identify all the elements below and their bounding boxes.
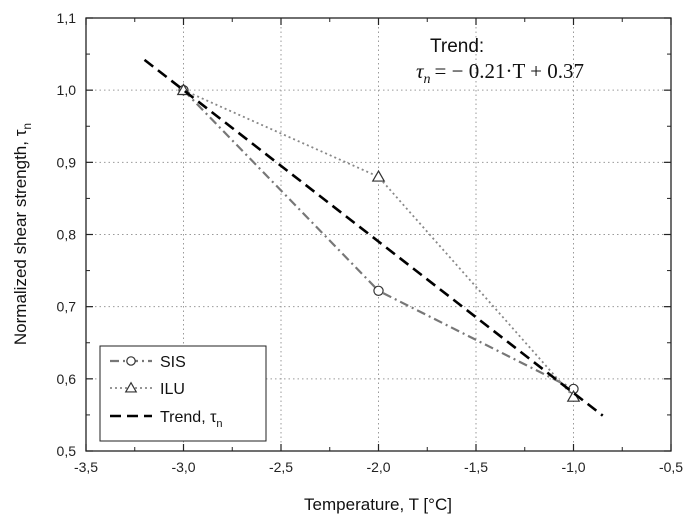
trend-annotation-title: Trend:	[430, 36, 484, 57]
legend-label: ILU	[160, 381, 185, 398]
x-tick-label: -1,5	[464, 459, 488, 475]
trend-equation-lhs-subscript: n	[424, 72, 431, 87]
data-point-circle	[374, 286, 383, 295]
x-axis-title: Temperature, T [°C]	[304, 495, 452, 514]
x-tick-label: -0,5	[659, 459, 683, 475]
data-point-circle	[127, 357, 135, 365]
x-tick-label: -3,5	[74, 459, 98, 475]
y-tick-label: 1,0	[57, 82, 77, 98]
trend-equation: τn = − 0.21·T + 0.37	[416, 59, 584, 87]
x-tick-label: -1,0	[561, 459, 585, 475]
y-tick-label: 0,8	[57, 227, 77, 243]
y-tick-label: 0,5	[57, 443, 77, 459]
x-tick-label: -2,5	[269, 459, 293, 475]
y-tick-label: 0,6	[57, 371, 77, 387]
y-axis-title-main: Normalized shear strength, τ	[11, 129, 30, 345]
legend-label: SIS	[160, 354, 186, 371]
y-axis-title-subscript: n	[20, 123, 34, 130]
trend-equation-rhs: = − 0.21·T + 0.37	[435, 59, 584, 83]
y-tick-label: 0,9	[57, 154, 77, 170]
y-tick-label: 1,1	[57, 10, 77, 26]
y-axis-title: Normalized shear strength, τn	[11, 123, 34, 345]
x-tick-label: -2,0	[366, 459, 390, 475]
y-tick-label: 0,7	[57, 299, 77, 315]
x-tick-label: -3,0	[171, 459, 195, 475]
